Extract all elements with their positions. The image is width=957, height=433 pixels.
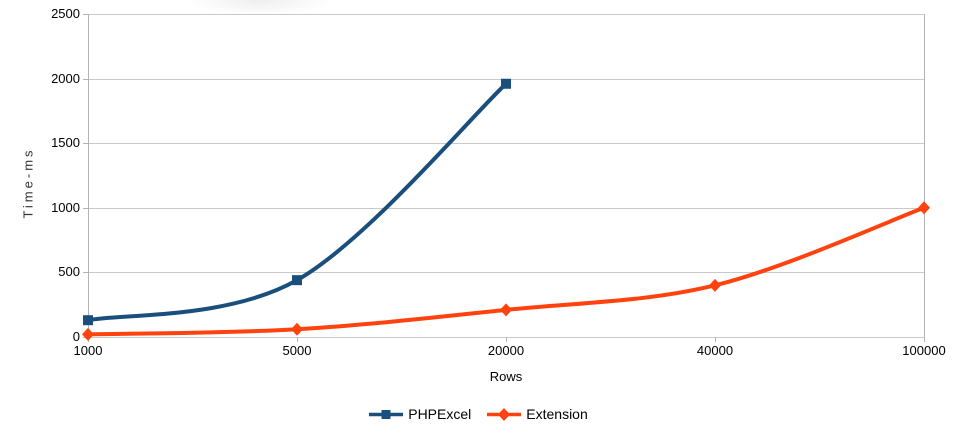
y-tick-label: 500 — [58, 264, 80, 279]
x-axis-tick — [924, 337, 925, 342]
gridline-h — [88, 143, 925, 144]
legend-item-extension: Extension — [487, 406, 588, 422]
y-axis-tick — [83, 272, 88, 273]
marker-diamond — [709, 278, 721, 292]
marker-diamond — [918, 201, 930, 215]
marker-diamond — [500, 303, 512, 317]
marker-square — [501, 78, 511, 89]
gridline-h — [88, 14, 925, 15]
y-axis-tick — [83, 14, 88, 15]
marker-square — [292, 275, 302, 286]
plot-right-border — [924, 14, 925, 338]
legend-swatch-square — [369, 409, 404, 419]
x-axis-tick — [506, 337, 507, 342]
x-tick-label: 20000 — [487, 343, 525, 358]
marker-square — [83, 315, 93, 326]
plot-area — [82, 78, 930, 341]
x-axis-title: Rows — [489, 369, 523, 384]
y-axis-tick — [83, 79, 88, 80]
legend-item-phpexcel: PHPExcel — [369, 406, 471, 422]
series-line-phpexcel — [87, 82, 508, 323]
x-tick-label: 5000 — [282, 343, 312, 358]
x-tick-label: 100000 — [902, 343, 946, 358]
y-tick-label: 1500 — [51, 135, 80, 150]
y-axis-line — [88, 14, 89, 338]
y-axis-tick — [83, 143, 88, 144]
marker-diamond — [82, 327, 94, 341]
x-axis-tick — [715, 337, 716, 342]
x-axis-tick — [297, 337, 298, 342]
top-shadow-artifact — [185, 0, 335, 16]
y-tick-label: 2000 — [51, 71, 80, 86]
y-tick-label: 0 — [72, 329, 80, 344]
y-tick-label: 2500 — [51, 6, 80, 21]
legend-swatch-diamond — [487, 407, 522, 421]
x-tick-label: 40000 — [696, 343, 734, 358]
gridline-h — [88, 272, 925, 273]
y-axis-tick — [83, 208, 88, 209]
gridline-h — [88, 208, 925, 209]
legend-label-extension: Extension — [526, 406, 588, 422]
x-tick-label: 1000 — [73, 343, 103, 358]
marker-diamond — [291, 322, 303, 336]
legend: PHPExcel Extension — [0, 403, 957, 425]
marker-square — [381, 409, 391, 419]
legend-label-phpexcel: PHPExcel — [408, 406, 472, 422]
marker-diamond — [498, 407, 511, 421]
y-tick-label: 1000 — [51, 200, 80, 215]
